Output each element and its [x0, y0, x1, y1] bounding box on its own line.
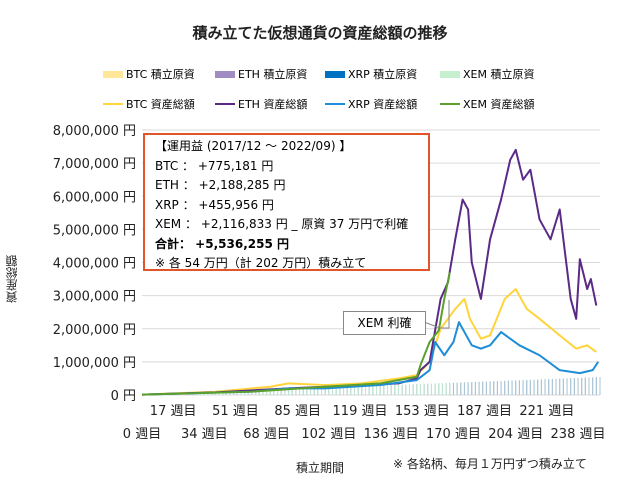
series-line-eth: [141, 148, 598, 396]
legend-item: BTC 積立原資: [103, 66, 195, 82]
legend-label: BTC 資産総額: [126, 98, 195, 111]
x-tick-label: 51 週目: [212, 404, 259, 419]
annotation-line-xrp: XRP ： +455,956 円: [155, 197, 274, 212]
legend-item: ETH 資産総額: [215, 96, 307, 112]
y-axis-label: 資産総額: [5, 255, 19, 303]
y-tick-label: 0 円: [111, 389, 136, 404]
legend-line: [215, 103, 235, 105]
legend-line: [325, 103, 345, 105]
legend-item: XRP 資産総額: [325, 96, 417, 112]
annotation-line-xem: XEM ： +2,116,833 円 _ 原資 37 万円で利確: [155, 217, 409, 231]
y-tick-label: 7,000,000 円: [53, 157, 136, 172]
y-tick-label: 5,000,000 円: [53, 223, 136, 238]
legend-item: XEM 積立原資: [440, 66, 534, 82]
legend-swatch: [325, 70, 345, 78]
legend-label: BTC 積立原資: [126, 68, 195, 81]
footnote: ※ 各銘柄、毎月１万円ずつ積み立て: [393, 457, 587, 471]
x-tick-label: 221 週目: [519, 404, 574, 419]
legend-label: XEM 資産総額: [463, 98, 535, 111]
x-tick-label: 102 週目: [301, 427, 356, 442]
profit-annotation-box: 【運用益 (2017/12 ～ 2022/09) 】 BTC ： +775,18…: [143, 133, 430, 271]
y-tick-label: 4,000,000 円: [53, 257, 136, 272]
legend-item: XRP 積立原資: [325, 66, 417, 82]
legend-line: [440, 103, 460, 105]
legend-label: XRP 資産総額: [348, 98, 418, 111]
legend-label: XRP 積立原資: [348, 68, 418, 81]
y-tick-label: 3,000,000 円: [53, 290, 136, 305]
chart-title: 積み立てた仮想通貨の資産総額の推移: [192, 24, 448, 42]
legend-item: ETH 積立原資: [215, 66, 307, 82]
legend-label: XEM 積立原資: [463, 68, 535, 81]
annotation-line-eth: ETH ： +2,188,285 円: [155, 178, 286, 192]
series-line-xrp: [141, 321, 600, 396]
annotation-line-btc: BTC ： +775,181 円: [155, 158, 274, 173]
legend-line: [103, 103, 123, 105]
legend-swatch: [440, 70, 460, 78]
legend-item: XEM 資産総額: [440, 96, 534, 112]
y-tick-label: 8,000,000 円: [53, 124, 136, 139]
x-tick-label: 17 週目: [150, 404, 197, 419]
x-tick-label: 34 週目: [181, 427, 228, 442]
legend-swatch: [103, 70, 123, 78]
series-line-xem: [141, 272, 451, 396]
y-tick-label: 2,000,000 円: [53, 323, 136, 338]
x-tick-label: 85 週目: [274, 404, 321, 419]
legend-item: BTC 資産総額: [103, 96, 195, 112]
x-tick-label: 153 週目: [395, 404, 450, 419]
x-tick-label: 136 週目: [364, 427, 419, 442]
xem-take-profit-callout: XEM 利確: [343, 311, 426, 335]
x-tick-label: 0 週目: [123, 427, 161, 442]
legend-label: ETH 資産総額: [238, 98, 308, 111]
annotation-title: 【運用益 (2017/12 ～ 2022/09) 】: [155, 139, 352, 153]
x-tick-label: 170 週目: [426, 427, 481, 442]
y-tick-label: 6,000,000 円: [53, 190, 136, 205]
annotation-total: 合計： +5,536,255 円: [155, 236, 289, 251]
x-tick-label: 119 週目: [333, 404, 388, 419]
y-tick-label: 1,000,000 円: [53, 356, 136, 371]
callout-leader: [423, 300, 450, 329]
x-tick-label: 238 週目: [551, 427, 606, 442]
legend-swatch: [215, 70, 235, 78]
x-tick-label: 187 週目: [457, 404, 512, 419]
legend-label: ETH 積立原資: [238, 68, 308, 81]
x-tick-label: 204 週目: [488, 427, 543, 442]
x-axis-label: 積立期間: [296, 461, 345, 475]
x-tick-label: 68 週目: [243, 427, 290, 442]
annotation-footnote: ※ 各 54 万円（計 202 万円）積み立て: [155, 256, 367, 270]
series-line-btc: [141, 288, 597, 396]
